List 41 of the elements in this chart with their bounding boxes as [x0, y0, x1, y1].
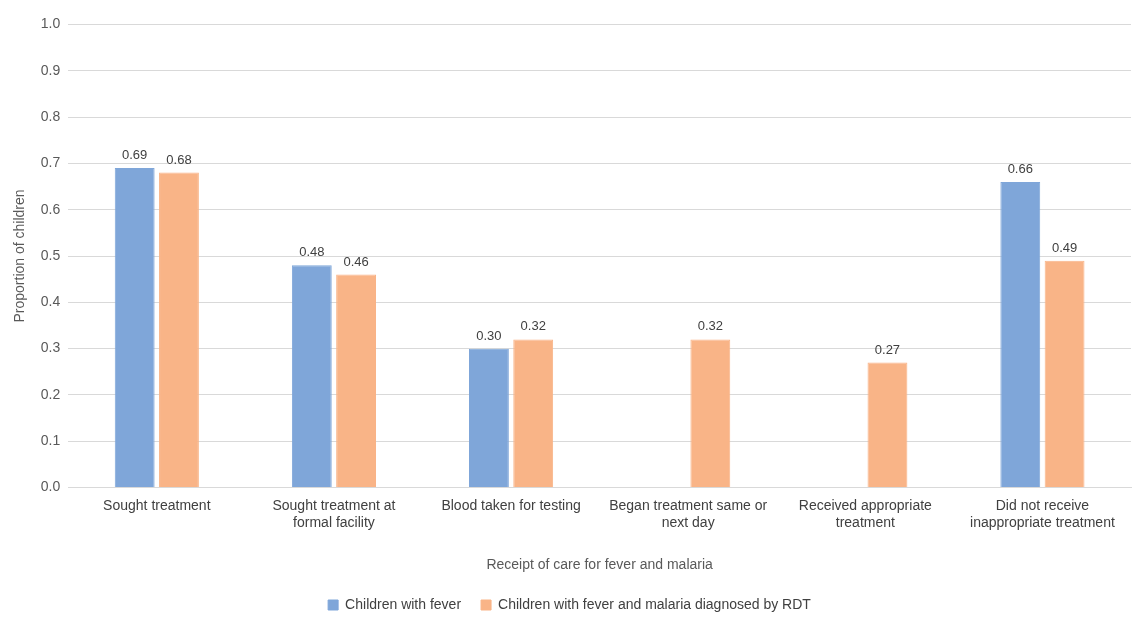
bar: [469, 348, 509, 488]
data-label: 0.49: [1051, 239, 1078, 255]
y-tick-label: 0.0: [40, 478, 61, 495]
y-tick-label: 1.0: [40, 15, 61, 32]
bar: [159, 172, 199, 488]
y-tick-label: 0.3: [40, 339, 61, 356]
data-label: 0.27: [874, 341, 901, 357]
data-label: 0.66: [1007, 160, 1033, 176]
bar: [1000, 181, 1041, 488]
y-tick-label: 0.6: [40, 200, 61, 217]
bar: [867, 362, 908, 488]
y-tick-label: 0.9: [40, 61, 61, 78]
y-tick-label: 0.5: [40, 246, 61, 263]
data-label: 0.32: [520, 318, 546, 334]
data-label: 0.69: [122, 147, 148, 163]
data-label: 0.30: [476, 327, 502, 343]
data-label: 0.46: [343, 253, 369, 269]
x-axis-title: Receipt of care for fever and malaria: [486, 556, 714, 573]
data-label: 0.32: [697, 318, 723, 334]
y-tick-label: 0.1: [40, 432, 61, 449]
x-tick-label: Did not receive inappropriate treatment: [970, 496, 1115, 530]
y-tick-label: 0.2: [40, 385, 61, 402]
y-axis-title: Proportion of children: [11, 189, 28, 323]
y-tick-label: 0.4: [40, 293, 61, 310]
x-tick-label: Blood taken for testing: [441, 496, 581, 513]
bar: [690, 339, 731, 488]
bar: [1044, 260, 1085, 488]
x-tick-label: Sought treatment: [103, 496, 211, 513]
bar: [291, 265, 332, 488]
y-tick-label: 0.7: [40, 154, 61, 171]
bar: [336, 274, 377, 488]
bar: [513, 339, 554, 488]
bar: [114, 167, 155, 488]
x-tick-label: Began treatment same or next day: [609, 496, 768, 530]
data-label: 0.48: [299, 244, 325, 260]
x-tick-label: Sought treatment at formal facility: [272, 496, 396, 530]
y-tick-label: 0.8: [40, 107, 61, 124]
data-label: 0.68: [166, 151, 192, 167]
x-tick-label: Received appropriate treatment: [798, 496, 933, 530]
legend-label: Children with fever and malaria diagnosed by RDT: [498, 595, 812, 612]
legend-label: Children with fever: [345, 595, 462, 612]
